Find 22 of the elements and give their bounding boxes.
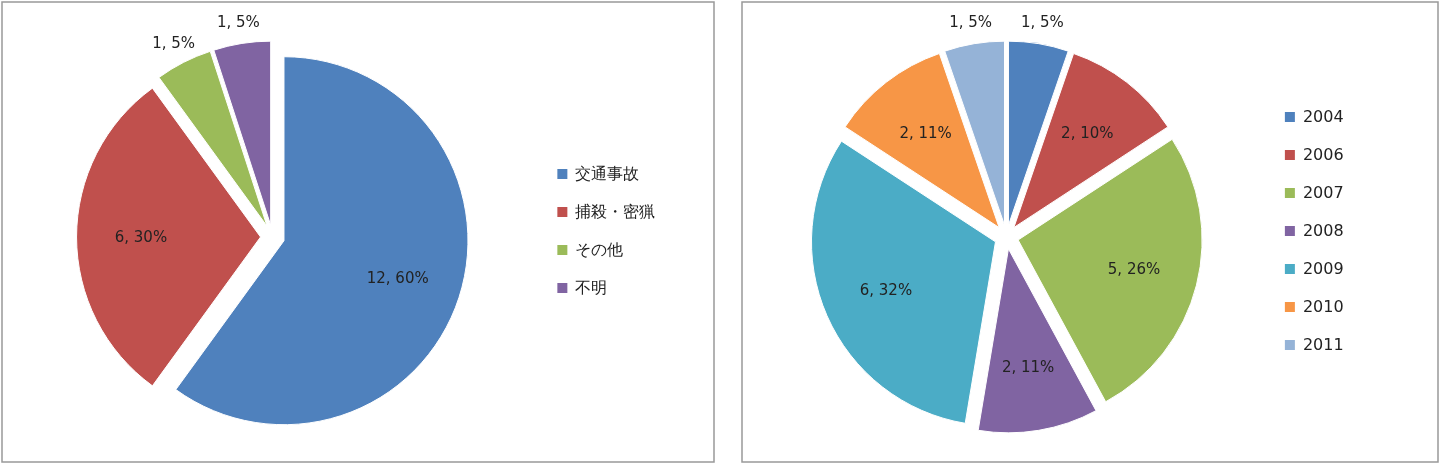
data-label: 5, 26% [1107,260,1161,279]
legend-label: 2007 [1302,183,1344,202]
data-label: 6, 32% [859,280,913,299]
data-label: 1, 5% [152,33,196,52]
legend-label: 捕殺・密猟 [575,202,656,221]
data-label: 2, 11% [899,124,952,143]
legend-label: 2006 [1302,145,1344,164]
legend-label: 不明 [575,278,608,297]
legend-label: 2008 [1302,221,1344,240]
data-label: 6, 30% [114,228,168,246]
data-label: 1, 5% [1020,12,1064,31]
legend-label: 2004 [1302,107,1344,126]
data-label: 1, 5% [217,12,260,31]
data-label: 12, 60% [366,268,429,287]
data-label: 2, 10% [1061,124,1114,143]
data-label: 1, 5% [949,12,993,31]
legend-label: 交通事故 [575,164,640,183]
data-label: 2, 11% [1001,357,1055,376]
legend-label: 2009 [1302,259,1344,278]
legend-label: 2011 [1302,335,1344,354]
legend-label: 2010 [1302,297,1344,316]
legend-label: その他 [575,240,624,259]
